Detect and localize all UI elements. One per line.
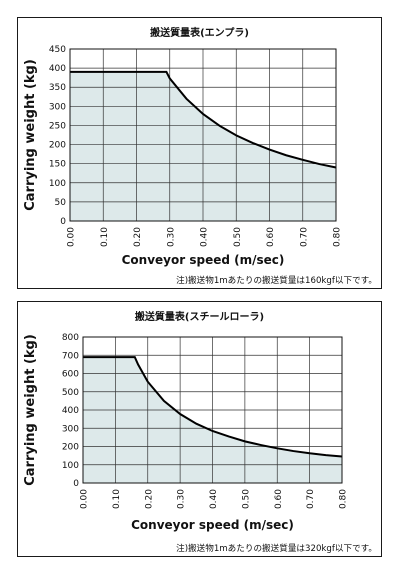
x-tick-label: 0.20	[144, 489, 154, 509]
x-tick-label: 0.80	[333, 227, 343, 247]
chart-plot: 0 50 100 150 200 250 300 350 400 450 0.00 0.10 0.20 0…	[23, 45, 343, 267]
y-tick-label: 400	[62, 406, 79, 416]
x-tick-label: 0.40	[200, 227, 210, 247]
y-tick-label: 500	[62, 388, 79, 398]
y-tick-label: 0	[73, 479, 79, 489]
x-tick-label: 0.60	[266, 227, 276, 247]
plot-frame	[82, 336, 343, 484]
y-tick-label: 300	[49, 102, 66, 112]
x-tick-label: 0.10	[100, 227, 110, 247]
y-tick-label: 250	[49, 121, 66, 131]
x-tick-label: 0.50	[233, 227, 243, 247]
series-line	[70, 70, 337, 169]
x-tick-label: 0.70	[306, 489, 316, 509]
x-tick-label: 0.70	[299, 227, 309, 247]
x-tick-label: 0.40	[209, 489, 219, 509]
y-axis-label: Carrying weight (kg)	[23, 59, 38, 211]
x-tick-label: 0.10	[112, 489, 122, 509]
x-tick-label: 0.30	[177, 489, 187, 509]
chart-panel-steel-roller: 搬送質量表(スチールローラ) 0 100 200 300 400 500 600 700 800…	[17, 301, 382, 557]
chart-title: 搬送質量表(スチールローラ)	[134, 312, 265, 323]
y-tick-label: 100	[49, 179, 66, 189]
x-tick-label: 0.60	[274, 489, 284, 509]
y-tick-label: 600	[62, 370, 79, 380]
y-tick-label: 150	[49, 160, 66, 170]
x-tick-label: 0.00	[80, 489, 90, 509]
y-tick-label: 50	[55, 198, 67, 208]
y-axis-label: Carrying weight (kg)	[23, 334, 38, 486]
series-line	[83, 356, 343, 458]
y-tick-label: 400	[49, 64, 66, 74]
x-tick-label: 0.00	[67, 227, 77, 247]
y-tick-label: 0	[60, 217, 66, 227]
chart-plot: 0 100 200 300 400 500 600 700 800 0.00 0.10 0.20 0.3…	[23, 333, 349, 532]
x-tick-label: 0.30	[166, 227, 176, 247]
x-tick-label: 0.80	[339, 489, 349, 509]
x-tick-label: 0.50	[241, 489, 251, 509]
y-tick-label: 700	[62, 351, 79, 361]
y-tick-label: 450	[49, 45, 66, 55]
y-tick-label: 300	[62, 424, 79, 434]
chart-note: 注)搬送物1mあたりの搬送質量は320kgf以下です。	[176, 544, 377, 554]
y-tick-label: 800	[62, 333, 79, 343]
y-tick-label: 350	[49, 83, 66, 93]
chart-panel-engineering-plastic: 搬送質量表(エンプラ) 0 50 100 150 200 250 300 350 400 450 0…	[17, 17, 382, 289]
x-axis-label: Conveyor speed (m/sec)	[122, 253, 285, 267]
chart-title: 搬送質量表(エンプラ)	[150, 28, 249, 39]
plot-frame	[69, 48, 337, 222]
x-tick-label: 0.20	[133, 227, 143, 247]
chart-note: 注)搬送物1mあたりの搬送質量は160kgf以下です。	[176, 276, 377, 286]
y-tick-label: 200	[49, 141, 66, 151]
y-tick-label: 100	[62, 461, 79, 471]
y-tick-label: 200	[62, 443, 79, 453]
x-axis-label: Conveyor speed (m/sec)	[131, 518, 294, 532]
